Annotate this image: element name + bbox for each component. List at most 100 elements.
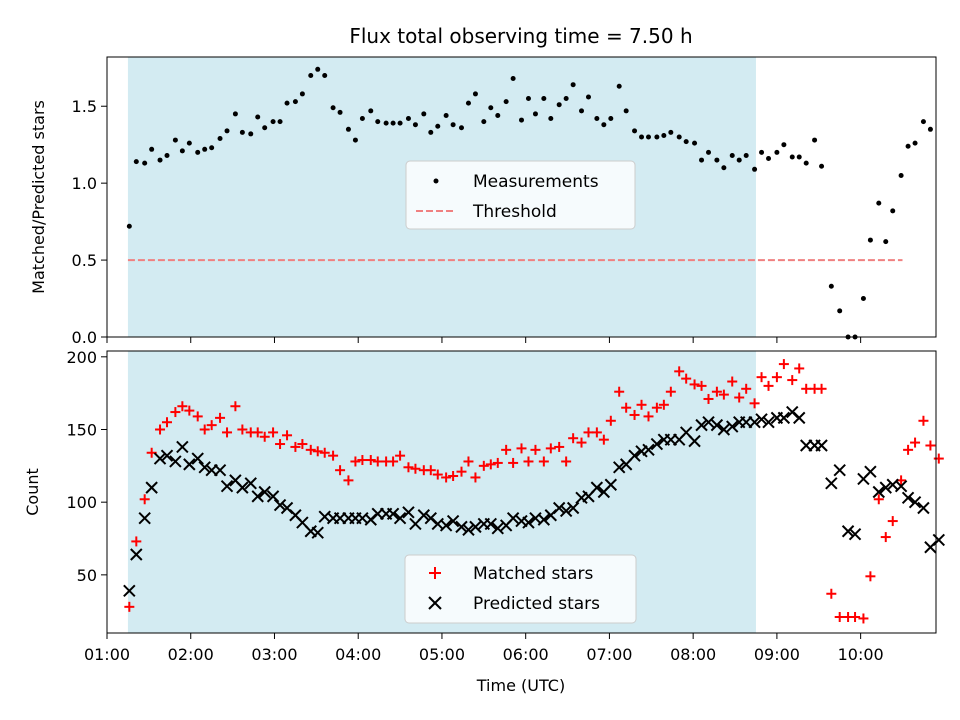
ratio-panel-frame	[106, 56, 937, 338]
matched-star-point	[297, 439, 308, 450]
measurement-point	[330, 105, 336, 111]
count-y-axis-label: Count	[23, 468, 42, 516]
matched-star-point	[910, 437, 921, 448]
predicted-star-point	[244, 477, 257, 490]
matched-star-point	[763, 380, 774, 391]
ratio-legend: Measurements Threshold	[405, 160, 636, 230]
matched-star-point	[441, 472, 452, 483]
matched-star-point	[312, 446, 323, 457]
matched-star-point	[523, 456, 534, 467]
count-points	[123, 359, 945, 624]
count-panel: 50 100 150 200 01:00 02:00 03:00 04:00 05:00 06:…	[23, 348, 945, 695]
predicted-star-point	[688, 434, 701, 448]
predicted-star-point	[446, 514, 460, 528]
matched-star-point	[463, 456, 474, 467]
count-x-ticks: 01:00 02:00 03:00 04:00 05:00 06:00 07:00 08:00…	[84, 633, 884, 664]
count-legend-box	[404, 554, 637, 624]
matched-star-point	[131, 536, 142, 547]
matched-star-point	[403, 462, 414, 473]
measurement-point	[819, 163, 825, 169]
count-legend: Matched stars Predicted stars	[404, 554, 637, 624]
measurement-point	[428, 129, 434, 135]
measurement-point	[752, 166, 758, 172]
measurement-point	[308, 72, 314, 78]
y-tick-label: 1.5	[72, 97, 97, 116]
matched-star-point	[933, 453, 944, 464]
measurement-point	[186, 140, 192, 146]
predicted-star-point	[393, 511, 407, 525]
predicted-star-point	[777, 411, 791, 425]
matched-star-point	[873, 494, 884, 505]
measurement-point	[232, 111, 238, 117]
x-tick-label: 06:00	[503, 645, 549, 664]
measurement-point	[164, 152, 170, 158]
measurement-point	[397, 120, 403, 126]
matched-star-point	[749, 398, 760, 409]
measurement-point	[532, 111, 538, 117]
y-tick-label: 200	[66, 348, 97, 367]
ratio-y-ticks: 0.0 0.5 1.0 1.5	[72, 97, 107, 347]
measurement-point	[292, 99, 298, 105]
matched-star-point	[328, 450, 339, 461]
matched-star-point	[215, 412, 226, 423]
matched-star-point	[568, 433, 579, 444]
predicted-star-point	[717, 423, 731, 436]
x-tick-label: 01:00	[84, 645, 130, 664]
measurement-point	[654, 134, 660, 140]
matched-star-point	[696, 380, 707, 391]
matched-star-point	[787, 375, 798, 386]
predicted-star-point	[191, 452, 204, 465]
matched-star-point	[778, 359, 789, 370]
measurement-point	[368, 108, 374, 114]
predicted-star-point	[169, 455, 182, 468]
measurement-point	[239, 129, 245, 135]
matched-star-point	[554, 441, 565, 452]
matched-star-point	[206, 420, 217, 431]
measurement-point	[646, 134, 652, 140]
y-tick-label: 50	[77, 566, 97, 585]
predicted-star-point	[273, 498, 287, 512]
matched-star-point	[192, 411, 203, 422]
y-tick-label: 150	[66, 420, 97, 439]
measurement-point	[202, 146, 208, 152]
predicted-star-point	[726, 420, 739, 433]
measurement-point	[337, 109, 343, 115]
matched-star-point	[605, 415, 616, 426]
measurement-point	[661, 132, 667, 138]
ratio-legend-box	[405, 160, 636, 230]
matched-star-point	[282, 430, 293, 441]
measurement-point	[315, 66, 321, 72]
measurement-point	[262, 125, 268, 131]
matched-star-point	[410, 463, 421, 474]
predicted-star-point	[266, 490, 280, 503]
measurement-point	[465, 100, 471, 106]
predicted-star-point	[566, 501, 580, 515]
matched-star-point	[643, 411, 654, 422]
matched-star-point	[508, 457, 519, 468]
measurement-point	[699, 157, 705, 163]
measurement-points	[126, 66, 933, 340]
measurement-point	[359, 116, 365, 122]
measurement-point	[639, 134, 645, 140]
legend-measurements-label: Measurements	[473, 172, 599, 192]
measurement-point	[224, 128, 230, 134]
measurement-point	[860, 296, 866, 302]
predicted-star-point	[755, 413, 768, 426]
legend-matched-marker	[429, 567, 441, 579]
matched-star-point	[432, 469, 443, 480]
matched-star-point	[629, 409, 640, 420]
predicted-star-point	[879, 481, 892, 494]
matched-star-point	[794, 363, 805, 374]
matched-star-point	[456, 466, 467, 477]
measurement-point	[495, 112, 501, 118]
matched-star-point	[880, 532, 891, 543]
measurement-point	[284, 100, 290, 106]
measurement-point	[157, 157, 163, 163]
predicted-star-point	[213, 463, 227, 477]
matched-star-point	[170, 407, 181, 418]
legend-predicted-label: Predicted stars	[473, 594, 600, 614]
matched-star-point	[395, 450, 406, 461]
measurement-point	[594, 116, 600, 122]
matched-star-point	[425, 465, 436, 476]
